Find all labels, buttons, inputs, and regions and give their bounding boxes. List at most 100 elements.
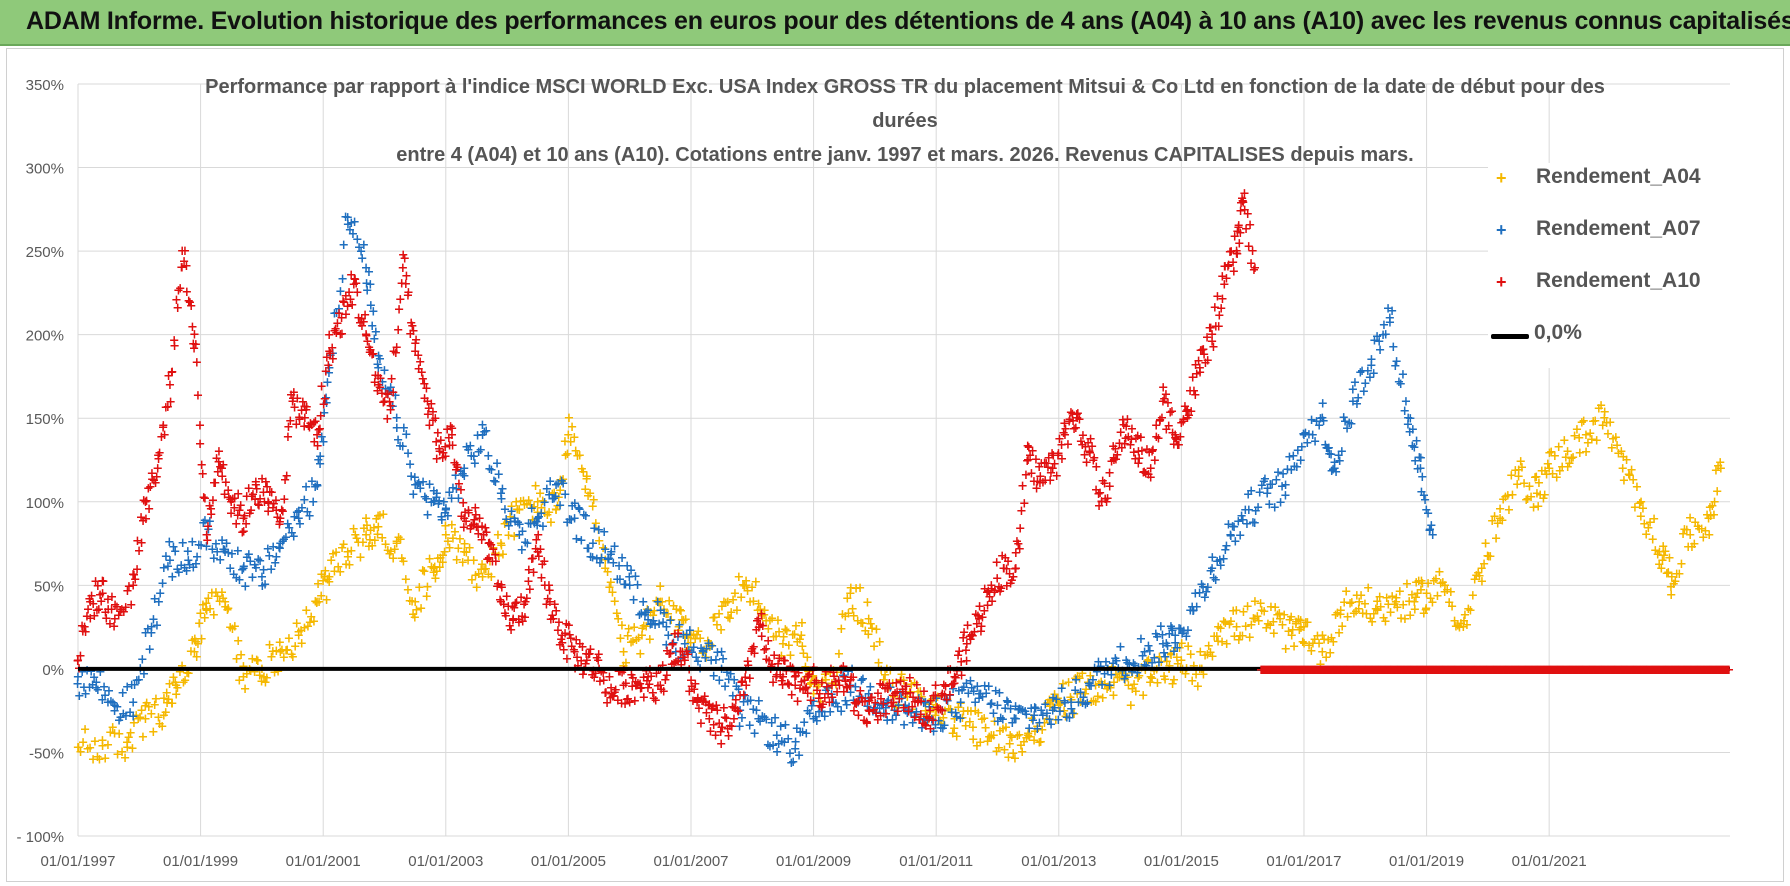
data-point: + <box>1012 729 1023 744</box>
data-point: + <box>100 751 111 766</box>
data-point: + <box>622 629 633 644</box>
data-point: + <box>1385 606 1396 621</box>
data-point: + <box>1286 610 1297 625</box>
legend-label-a07: Rendement_A07 <box>1536 217 1701 241</box>
data-point: + <box>1683 540 1694 555</box>
data-point: + <box>1081 682 1092 697</box>
data-point: + <box>169 339 180 354</box>
data-point: + <box>624 578 635 593</box>
data-point: + <box>1482 549 1493 564</box>
data-point: + <box>158 561 169 576</box>
data-point: + <box>395 439 406 454</box>
data-point: + <box>506 500 517 515</box>
data-point: + <box>205 602 216 617</box>
data-point: + <box>609 539 620 554</box>
data-point: + <box>806 676 817 691</box>
data-point: + <box>195 437 206 452</box>
data-point: + <box>820 673 831 688</box>
data-point: + <box>486 463 497 478</box>
data-point: + <box>642 603 653 618</box>
data-point: + <box>651 594 662 609</box>
data-point: + <box>636 628 647 643</box>
x-tick-label: 01/01/2021 <box>1512 853 1587 870</box>
data-point: + <box>1390 595 1401 610</box>
data-point: + <box>1265 619 1276 634</box>
data-point: + <box>358 521 369 536</box>
data-point: + <box>1588 414 1599 429</box>
data-point: + <box>791 619 802 634</box>
data-point: + <box>1705 500 1716 515</box>
data-point: + <box>596 551 607 566</box>
data-point: + <box>151 618 162 633</box>
data-point: + <box>1247 244 1258 259</box>
data-point: + <box>1183 623 1194 638</box>
data-point: + <box>433 497 444 512</box>
data-point: + <box>1372 603 1383 618</box>
data-point: + <box>1253 500 1264 515</box>
data-point: + <box>912 695 923 710</box>
data-point: + <box>91 675 102 690</box>
data-point: + <box>1576 416 1587 431</box>
data-point: + <box>1176 637 1187 652</box>
data-point: + <box>451 553 462 568</box>
data-point: + <box>1310 435 1321 450</box>
data-point: + <box>679 654 690 669</box>
data-point: + <box>570 444 581 459</box>
data-point: + <box>600 553 611 568</box>
data-point: + <box>851 582 862 597</box>
data-point: + <box>274 542 285 557</box>
data-point: + <box>1314 636 1325 651</box>
data-point: + <box>1544 461 1555 476</box>
data-point: + <box>878 673 889 688</box>
data-point: + <box>471 581 482 596</box>
data-point: + <box>1198 667 1209 682</box>
data-point: + <box>1319 633 1330 648</box>
data-point: + <box>1287 623 1298 638</box>
data-point: + <box>86 664 97 679</box>
data-point: + <box>1133 671 1144 686</box>
data-point: + <box>1599 411 1610 426</box>
data-point: + <box>845 581 856 596</box>
data-point: + <box>567 499 578 514</box>
data-point: + <box>453 541 464 556</box>
data-point: + <box>465 439 476 454</box>
data-point: + <box>216 586 227 601</box>
data-point: + <box>573 501 584 516</box>
data-point: + <box>527 513 538 528</box>
data-point: + <box>1090 679 1101 694</box>
data-point: + <box>907 703 918 718</box>
data-point: + <box>1346 596 1357 611</box>
data-point: + <box>410 344 421 359</box>
data-point: + <box>191 635 202 650</box>
data-point: + <box>755 603 766 618</box>
data-point: + <box>1123 678 1134 693</box>
chart-frame <box>6 48 1784 882</box>
data-point: + <box>873 656 884 671</box>
data-point: + <box>170 675 181 690</box>
data-point: + <box>736 591 747 606</box>
data-point: + <box>357 535 368 550</box>
data-point: + <box>1165 646 1176 661</box>
data-point: + <box>321 396 332 411</box>
data-point: + <box>1661 567 1672 582</box>
data-point: + <box>768 630 779 645</box>
data-point: + <box>680 612 691 627</box>
data-point: + <box>1085 669 1096 684</box>
data-point: + <box>638 619 649 634</box>
data-point: + <box>168 670 179 685</box>
data-point: + <box>73 740 84 755</box>
data-point: + <box>1452 618 1463 633</box>
data-point: + <box>165 395 176 410</box>
data-point: + <box>1138 688 1149 703</box>
data-point: + <box>1237 629 1248 644</box>
y-tick-label: -50% <box>29 745 64 762</box>
data-point: + <box>435 551 446 566</box>
data-point: + <box>714 607 725 622</box>
data-point: + <box>159 428 170 443</box>
data-point: + <box>955 696 966 711</box>
data-point: + <box>691 628 702 643</box>
data-point: + <box>1003 750 1014 765</box>
data-point: + <box>1041 712 1052 727</box>
data-point: + <box>638 595 649 610</box>
data-point: + <box>1492 517 1503 532</box>
